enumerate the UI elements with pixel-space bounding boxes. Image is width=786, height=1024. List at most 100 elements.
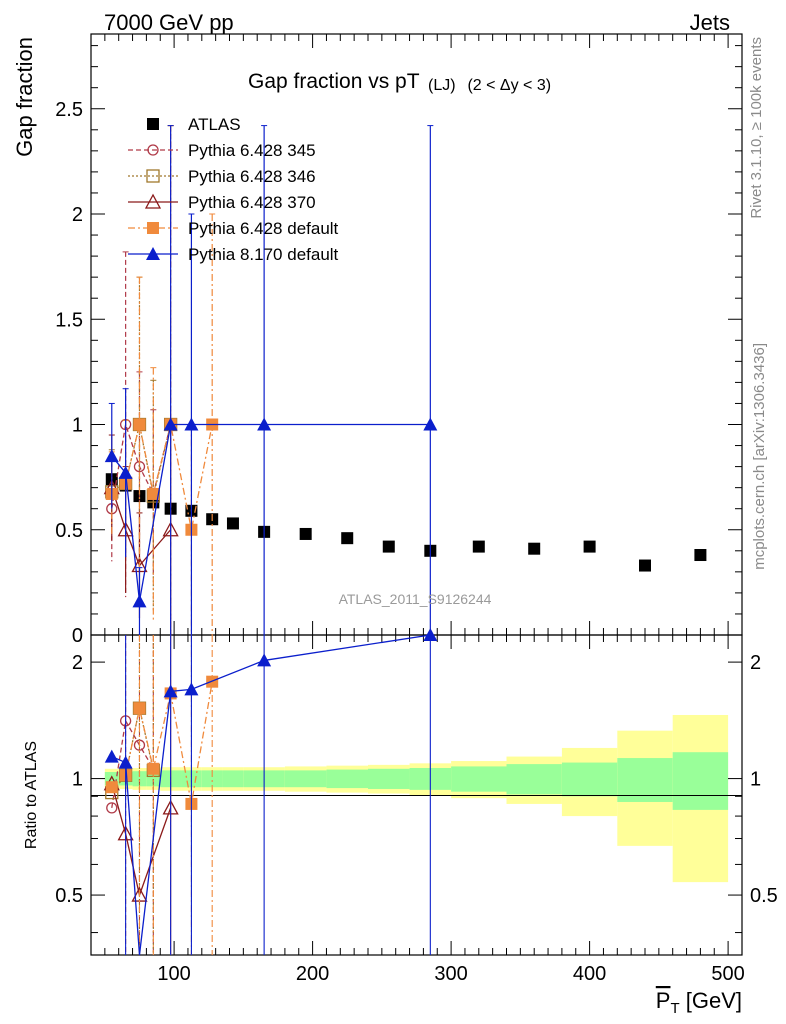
data-point: [423, 417, 438, 431]
data-point: [147, 487, 160, 500]
data-point: [583, 540, 596, 553]
ratio-y-axis-title: Ratio to ATLAS: [23, 741, 40, 849]
legend-marker: [144, 193, 162, 209]
ratio-line: [111, 718, 154, 808]
ratio-point: [147, 762, 160, 775]
band-inner: [222, 770, 244, 788]
legend-entry: Pythia 6.428 345: [128, 141, 316, 160]
y-tick-label: 1: [72, 415, 83, 437]
band-inner: [561, 762, 618, 797]
ratio-uncertainty-bands: [104, 714, 729, 883]
band-inner: [506, 764, 562, 795]
ratio-point: [118, 755, 133, 769]
legend-marker: [146, 247, 160, 260]
ratio-y-tick-label-right: 1: [750, 769, 761, 791]
ratio-point: [106, 802, 118, 814]
data-point: [639, 559, 651, 572]
data-point: [382, 540, 395, 553]
series-line: [111, 423, 431, 602]
data-point: [226, 517, 239, 530]
mcplots-label: mcplots.cern.ch [arXiv:1306.3436]: [751, 343, 768, 570]
band-inner: [451, 766, 507, 792]
x-tick-label: 300: [434, 963, 467, 985]
rivet-version-label: Rivet 3.1.10, ≥ 100k events: [748, 37, 765, 219]
y-tick-label: 1.5: [55, 309, 83, 331]
ratio-y-tick-label-right: 0.5: [750, 885, 778, 907]
chart-title-main: Gap fraction vs pT: [248, 70, 420, 93]
data-point: [341, 532, 354, 545]
x-tick-label: 100: [157, 963, 190, 985]
legend-marker: [146, 169, 160, 183]
legend-marker: [147, 118, 159, 130]
ratio-point: [184, 682, 199, 696]
y-tick-label: 2: [72, 204, 83, 226]
data-point: [257, 417, 272, 431]
data-point: [163, 417, 178, 431]
legend-entry: ATLAS: [147, 115, 241, 134]
x-axis-title-p: P: [656, 988, 671, 1013]
data-point: [528, 542, 541, 555]
data-point: [118, 465, 133, 479]
x-tick-label: 400: [573, 963, 606, 985]
chart-title-sub: (LJ): [428, 77, 456, 94]
y-tick-label: 0: [72, 625, 83, 647]
x-axis-title-sub: T: [670, 1000, 679, 1017]
legend-entry: Pythia 6.428 346: [128, 167, 316, 186]
band-inner: [201, 770, 223, 788]
data-point: [694, 549, 707, 562]
ratio-y-tick-label-right: 2: [750, 652, 761, 674]
ratio-point: [257, 653, 272, 667]
band-inner: [368, 768, 410, 789]
chart-title: Gap fraction vs pT (LJ) (2 < Δy < 3): [248, 70, 551, 95]
legend-label: Pythia 6.428 345: [188, 141, 316, 160]
ratio-line: [111, 708, 154, 793]
ratio-series-pythia-8-170-default: [104, 628, 438, 956]
legend-label: ATLAS: [188, 115, 241, 134]
band-inner: [146, 771, 161, 787]
legend-marker: [147, 144, 159, 156]
legend-entry: Pythia 6.428 default: [128, 219, 339, 238]
ratio-point: [105, 781, 118, 794]
x-tick-label: 200: [296, 963, 329, 985]
ratio-point: [104, 749, 119, 763]
legend-label: Pythia 6.428 346: [188, 167, 316, 186]
ratio-y-tick-label: 1: [72, 769, 83, 791]
ratio-point: [133, 702, 146, 715]
main-series-layer: [103, 125, 707, 635]
y-tick-label: 0.5: [55, 520, 83, 542]
ratio-series-layer: [103, 628, 438, 956]
band-inner: [617, 758, 673, 802]
band-inner: [326, 769, 368, 789]
header-right: Jets: [690, 10, 730, 35]
band-inner: [132, 771, 147, 787]
legend: ATLAS Pythia 6.428 345 Pythia 6.428 346 Pyt…: [128, 115, 339, 264]
data-point: [133, 418, 146, 431]
series-pythia-8-170-default: [104, 125, 438, 635]
legend-entry: Pythia 8.170 default: [128, 245, 339, 264]
ratio-point: [423, 628, 438, 641]
header-left: 7000 GeV pp: [104, 10, 234, 35]
x-axis-title: PT [GeV]: [656, 988, 742, 1017]
legend-label: Pythia 8.170 default: [188, 245, 339, 264]
chart-title-cut: (2 < Δy < 3): [467, 77, 551, 94]
y-tick-label: 2.5: [55, 99, 83, 121]
data-point: [132, 594, 147, 608]
series-line: [111, 487, 172, 567]
main-y-axis-title: Gap fraction: [12, 37, 37, 157]
data-point: [299, 527, 312, 540]
data-point: [184, 417, 199, 431]
ratio-point: [163, 684, 178, 698]
data-point: [104, 449, 119, 463]
ratio-y-tick-label: 0.5: [55, 885, 83, 907]
band-inner: [672, 752, 729, 810]
axis-ticks: 100 200 300 400 500 0.5 1 1.5 2 2.5 0 0.5 0.5 1 1 2 2: [55, 34, 778, 985]
legend-entry: Pythia 6.428 370: [128, 193, 316, 212]
legend-label: Pythia 6.428 370: [188, 193, 316, 212]
legend-label: Pythia 6.428 default: [188, 219, 339, 238]
band-inner: [284, 770, 327, 788]
data-point: [472, 540, 485, 553]
x-axis-title-unit: [GeV]: [680, 988, 742, 1013]
series-atlas: [105, 473, 707, 572]
analysis-tag: ATLAS_2011_S9126244: [339, 591, 492, 607]
